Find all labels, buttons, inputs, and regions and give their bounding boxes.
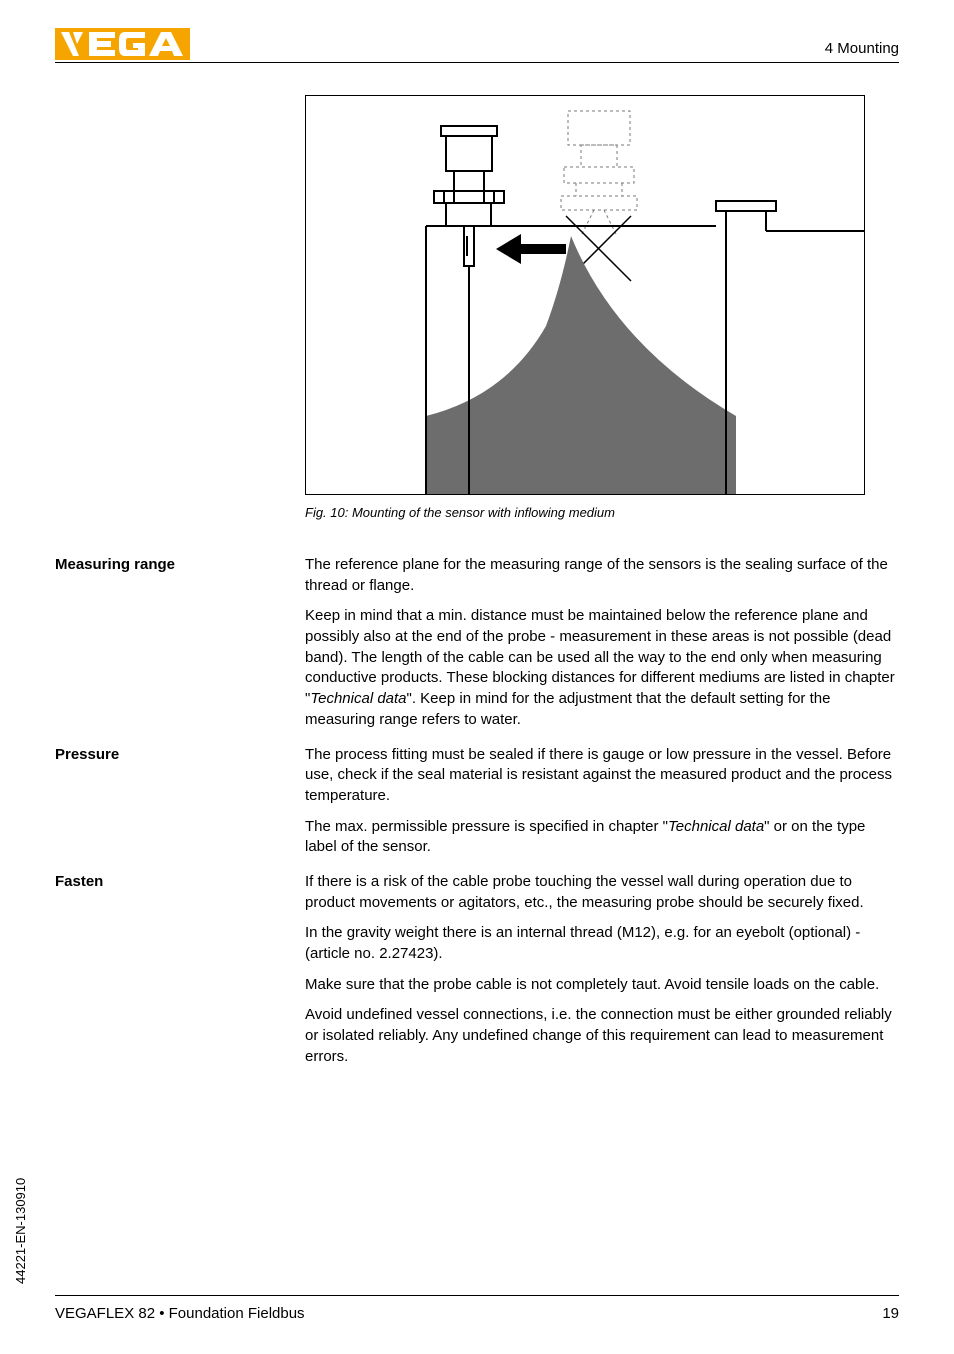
section-text: The process fitting must be sealed if th… [305, 745, 899, 858]
figure-caption: Fig. 10: Mounting of the sensor with inf… [305, 505, 615, 520]
section-fasten: Fasten If there is a risk of the cable p… [55, 872, 899, 1068]
paragraph: If there is a risk of the cable probe to… [305, 872, 899, 913]
header-rule [55, 62, 899, 63]
section-label: Measuring range [55, 555, 305, 731]
doc-id-vertical: 44221-EN-130910 [13, 1178, 28, 1284]
paragraph: In the gravity weight there is an intern… [305, 923, 899, 964]
header-section-label: 4 Mounting [825, 40, 899, 57]
brand-logo [55, 28, 190, 65]
section-text: If there is a risk of the cable probe to… [305, 872, 899, 1068]
footer-product: VEGAFLEX 82 • Foundation Fieldbus [55, 1305, 305, 1322]
footer-rule [55, 1295, 899, 1296]
section-measuring-range: Measuring range The reference plane for … [55, 555, 899, 731]
paragraph: The reference plane for the measuring ra… [305, 555, 899, 596]
paragraph: Avoid undefined vessel connections, i.e.… [305, 1005, 899, 1067]
paragraph: The process fitting must be sealed if th… [305, 745, 899, 807]
paragraph: Make sure that the probe cable is not co… [305, 975, 899, 996]
page-number: 19 [882, 1305, 899, 1322]
section-pressure: Pressure The process fitting must be sea… [55, 745, 899, 858]
paragraph: The max. permissible pressure is specifi… [305, 817, 899, 858]
figure-mounting-diagram [305, 95, 865, 495]
body-content: Measuring range The reference plane for … [55, 555, 899, 1081]
paragraph: Keep in mind that a min. distance must b… [305, 606, 899, 730]
section-label: Pressure [55, 745, 305, 858]
section-label: Fasten [55, 872, 305, 1068]
section-text: The reference plane for the measuring ra… [305, 555, 899, 731]
